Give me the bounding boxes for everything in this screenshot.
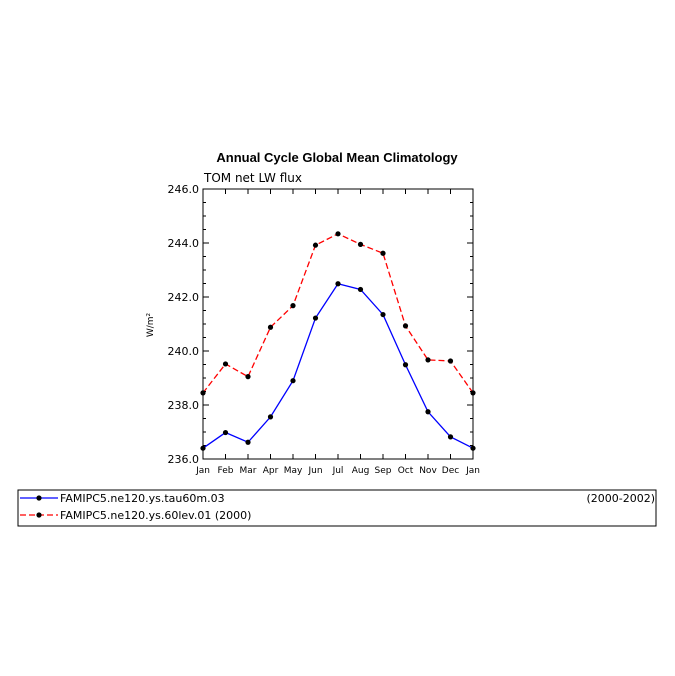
- y-tick-labels: 236.0 238.0 240.0 242.0 244.0 246.0: [168, 183, 200, 466]
- data-point: [245, 439, 251, 445]
- x-tick-label: Aug: [352, 466, 370, 476]
- y-tick-label: 244.0: [168, 237, 200, 250]
- data-point: [200, 390, 206, 396]
- data-point: [470, 445, 476, 451]
- data-point: [402, 362, 409, 368]
- y-axis-label: W/m²: [146, 312, 156, 337]
- data-point: [357, 241, 364, 247]
- x-tick-label: Sep: [375, 466, 392, 476]
- x-tick-labels: Jan Feb Mar Apr May Jun Jul Aug Sep Oct Nov Dec Jan: [195, 466, 480, 476]
- x-tick-label: Feb: [218, 466, 234, 476]
- x-tick-label: Nov: [419, 466, 437, 476]
- data-point: [425, 357, 431, 363]
- data-point: [380, 311, 386, 318]
- data-point: [200, 445, 206, 451]
- data-point: [470, 390, 476, 396]
- y-tick-label: 240.0: [168, 345, 200, 358]
- x-tick-label: Jul: [332, 466, 344, 476]
- series-points: [200, 231, 476, 451]
- data-point: [425, 409, 431, 415]
- series-line: [202, 233, 474, 394]
- x-tick-label: Jun: [307, 466, 322, 476]
- data-point: [447, 358, 454, 364]
- legend: FAMIPC5.ne120.ys.tau60m.03 (2000-2002) FAM…: [20, 492, 655, 522]
- data-point: [312, 315, 319, 321]
- series-line: [202, 283, 474, 449]
- legend-box: [17, 489, 657, 527]
- data-point: [357, 286, 364, 293]
- data-point: [267, 324, 274, 330]
- x-tick-label: Apr: [263, 466, 279, 476]
- x-tick-label: Mar: [240, 466, 257, 476]
- data-point: [290, 378, 296, 384]
- chart-subtitle: TOM net LW flux: [203, 171, 302, 185]
- data-point: [267, 414, 274, 420]
- x-tick-label: Oct: [398, 466, 414, 476]
- data-point: [312, 242, 319, 248]
- data-point: [447, 434, 454, 440]
- axis-ticks: [202, 188, 474, 460]
- y-tick-label: 236.0: [168, 453, 200, 466]
- x-tick-label: Jan: [195, 466, 210, 476]
- data-point: [222, 361, 229, 367]
- legend-marker: [36, 512, 42, 518]
- y-tick-label: 238.0: [168, 399, 200, 412]
- legend-label: FAMIPC5.ne120.ys.tau60m.03: [60, 492, 225, 505]
- plot-frame: [202, 188, 474, 460]
- data-point: [222, 429, 229, 436]
- x-tick-label: Dec: [442, 466, 459, 476]
- data-point: [290, 303, 296, 309]
- x-tick-label: May: [284, 466, 303, 476]
- legend-period: (2000-2002): [586, 492, 655, 505]
- data-point: [335, 281, 341, 287]
- series-lines: [202, 233, 474, 449]
- data-point: [380, 250, 386, 256]
- x-tick-label: Jan: [465, 466, 480, 476]
- y-tick-label: 246.0: [168, 183, 200, 196]
- legend-label: FAMIPC5.ne120.ys.60lev.01 (2000): [60, 509, 251, 522]
- data-point: [335, 231, 341, 237]
- y-tick-label: 242.0: [168, 291, 200, 304]
- data-point: [245, 374, 251, 380]
- legend-marker: [36, 495, 42, 501]
- data-point: [402, 323, 409, 329]
- chart-title: Annual Cycle Global Mean Climatology: [216, 150, 458, 165]
